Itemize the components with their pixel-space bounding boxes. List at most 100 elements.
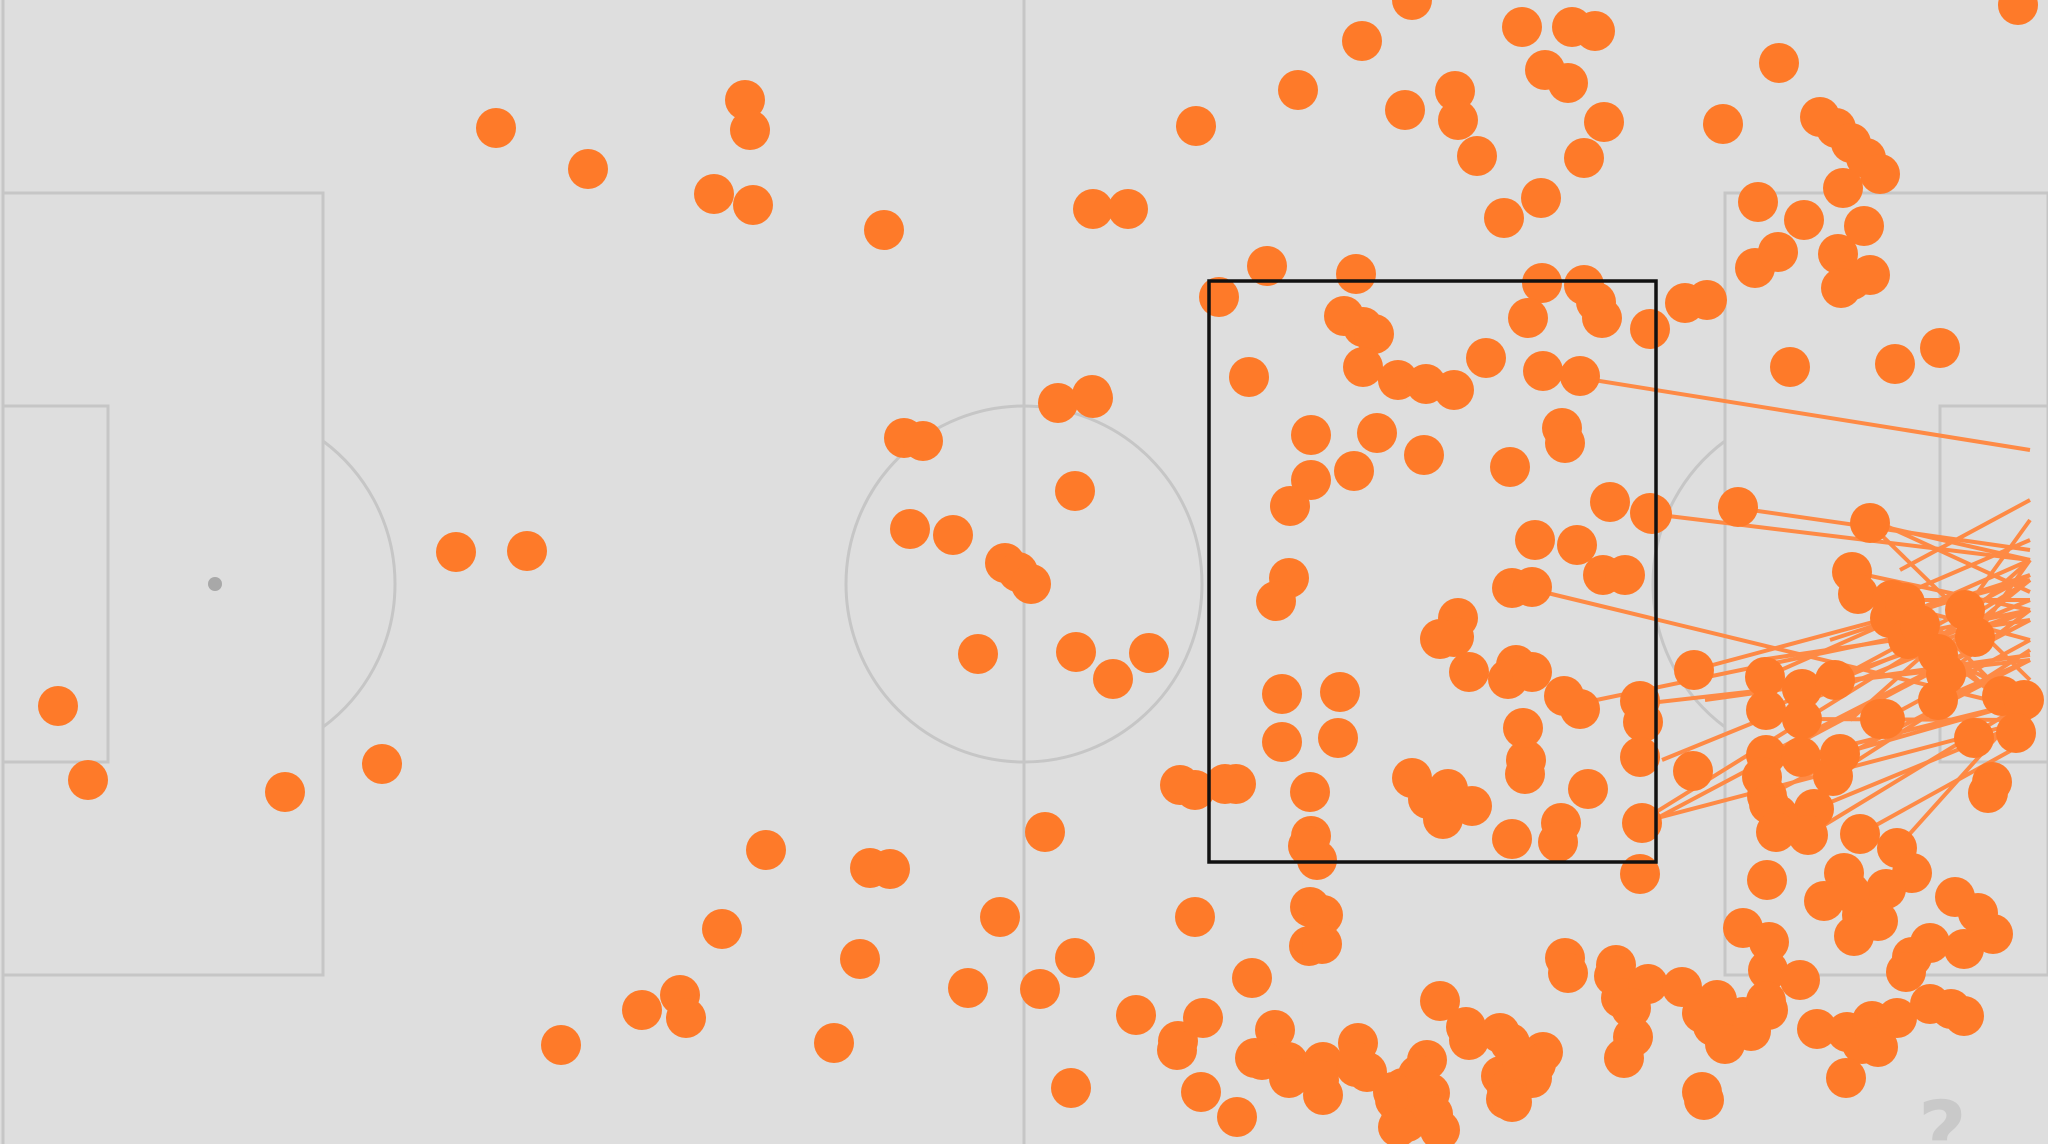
action-point-50[interactable] [1508, 298, 1548, 338]
action-point-255[interactable] [1604, 1038, 1644, 1078]
action-point-107[interactable] [1745, 657, 1785, 697]
action-point-230[interactable] [1232, 958, 1272, 998]
action-point-270[interactable] [1858, 1027, 1898, 1067]
action-point-87[interactable] [1718, 487, 1758, 527]
action-point-145[interactable] [1954, 718, 1994, 758]
action-point-51[interactable] [1582, 298, 1622, 338]
action-point-110[interactable] [1838, 574, 1878, 614]
action-point-169[interactable] [1492, 819, 1532, 859]
action-point-149[interactable] [68, 760, 108, 800]
action-point-293[interactable] [1299, 1060, 1339, 1100]
action-point-9[interactable] [1435, 71, 1475, 111]
action-point-136[interactable] [1560, 689, 1600, 729]
action-point-283[interactable] [1490, 1023, 1530, 1063]
action-point-156[interactable] [1262, 674, 1302, 714]
action-point-93[interactable] [1011, 564, 1051, 604]
action-point-43[interactable] [1199, 277, 1239, 317]
action-point-123[interactable] [1996, 713, 2036, 753]
action-point-105[interactable] [1605, 555, 1645, 595]
action-point-160[interactable] [1290, 772, 1330, 812]
action-point-225[interactable] [814, 1023, 854, 1063]
action-point-7[interactable] [1759, 43, 1799, 83]
action-point-286[interactable] [1684, 1080, 1724, 1120]
action-point-25[interactable] [568, 149, 608, 189]
action-point-66[interactable] [1560, 356, 1600, 396]
action-point-291[interactable] [1269, 1058, 1309, 1098]
action-point-98[interactable] [1256, 581, 1296, 621]
action-point-28[interactable] [694, 174, 734, 214]
action-point-180[interactable] [1620, 854, 1660, 894]
help-icon[interactable]: ? [1918, 1090, 1967, 1144]
action-point-106[interactable] [1674, 650, 1714, 690]
action-point-178[interactable] [1620, 737, 1660, 777]
action-point-208[interactable] [1749, 922, 1789, 962]
action-point-150[interactable] [265, 772, 305, 812]
action-point-1[interactable] [1392, 0, 1432, 20]
action-point-41[interactable] [1247, 246, 1287, 286]
action-point-205[interactable] [1944, 929, 1984, 969]
action-point-108[interactable] [1782, 669, 1822, 709]
action-point-69[interactable] [1920, 328, 1960, 368]
action-point-17[interactable] [1438, 100, 1478, 140]
action-point-26[interactable] [1457, 136, 1497, 176]
action-point-289[interactable] [1217, 1097, 1257, 1137]
action-point-72[interactable] [1357, 413, 1397, 453]
action-point-84[interactable] [1490, 447, 1530, 487]
action-point-88[interactable] [1850, 503, 1890, 543]
action-point-307[interactable] [1378, 1107, 1418, 1144]
action-point-157[interactable] [1262, 722, 1302, 762]
action-point-95[interactable] [1557, 525, 1597, 565]
action-point-100[interactable] [1512, 567, 1552, 607]
action-point-215[interactable] [980, 897, 1020, 937]
action-point-220[interactable] [948, 968, 988, 1008]
action-point-224[interactable] [541, 1025, 581, 1065]
action-point-163[interactable] [1297, 840, 1337, 880]
action-point-129[interactable] [1093, 659, 1133, 699]
action-point-264[interactable] [1780, 960, 1820, 1000]
action-point-142[interactable] [1865, 699, 1905, 739]
action-point-196[interactable] [1804, 881, 1844, 921]
action-point-218[interactable] [840, 939, 880, 979]
action-point-8[interactable] [1278, 70, 1318, 110]
action-point-201[interactable] [1886, 952, 1926, 992]
action-point-30[interactable] [864, 210, 904, 250]
action-point-179[interactable] [1622, 803, 1662, 843]
action-point-134[interactable] [1512, 652, 1552, 692]
action-point-5[interactable] [1575, 11, 1615, 51]
action-point-60[interactable] [1343, 347, 1383, 387]
action-point-223[interactable] [666, 998, 706, 1038]
action-point-189[interactable] [1840, 814, 1880, 854]
action-point-64[interactable] [1466, 338, 1506, 378]
action-point-227[interactable] [1303, 895, 1343, 935]
action-point-222[interactable] [622, 990, 662, 1030]
action-point-240[interactable] [1420, 981, 1460, 1021]
action-point-229[interactable] [1302, 924, 1342, 964]
action-point-159[interactable] [1318, 718, 1358, 758]
action-point-31[interactable] [1073, 189, 1113, 229]
action-point-42[interactable] [1336, 254, 1376, 294]
action-point-188[interactable] [1788, 815, 1828, 855]
action-point-16[interactable] [1385, 90, 1425, 130]
action-point-306[interactable] [1420, 1110, 1460, 1144]
action-point-90[interactable] [933, 515, 973, 555]
action-point-158[interactable] [1320, 672, 1360, 712]
action-point-53[interactable] [1687, 280, 1727, 320]
action-point-206[interactable] [1747, 860, 1787, 900]
action-point-94[interactable] [1515, 520, 1555, 560]
action-point-6[interactable] [1342, 21, 1382, 61]
action-point-234[interactable] [1157, 1030, 1197, 1070]
action-point-27[interactable] [1564, 138, 1604, 178]
action-point-137[interactable] [1746, 690, 1786, 730]
action-point-80[interactable] [1055, 471, 1095, 511]
action-point-71[interactable] [1291, 415, 1331, 455]
action-point-3[interactable] [1502, 7, 1542, 47]
action-point-115[interactable] [1900, 605, 1940, 645]
action-point-265[interactable] [1797, 1009, 1837, 1049]
action-point-155[interactable] [1216, 764, 1256, 804]
action-point-77[interactable] [903, 421, 943, 461]
action-point-85[interactable] [1590, 482, 1630, 522]
action-point-287[interactable] [1051, 1068, 1091, 1108]
action-point-247[interactable] [1548, 953, 1588, 993]
action-point-35[interactable] [1738, 182, 1778, 222]
action-point-219[interactable] [1020, 969, 1060, 1009]
